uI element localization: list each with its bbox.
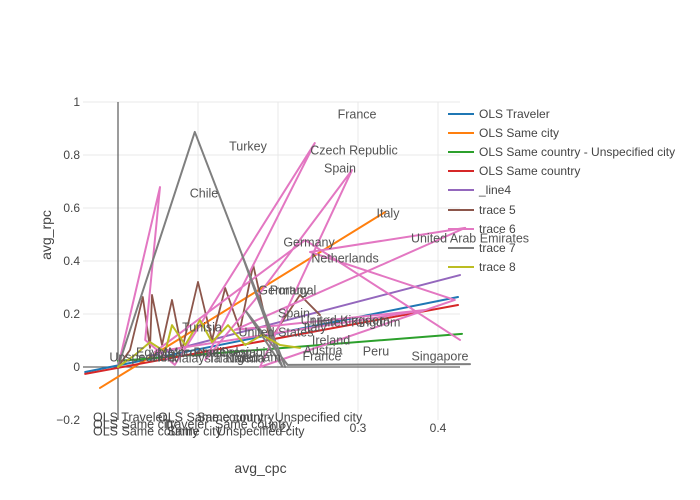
x-tick-label: 0.3 — [350, 421, 367, 435]
country-label: Indonesia — [202, 345, 256, 359]
country-label: Italy — [304, 320, 328, 334]
country-label: Vietnam — [235, 350, 281, 364]
legend-item-ols-same-city[interactable]: OLS Same city — [448, 123, 675, 142]
country-label: Turkey — [229, 139, 267, 153]
country-label: Thailand — [208, 351, 256, 365]
y-tick-label: 0.8 — [63, 148, 80, 162]
country-label: United Arab Emirates — [411, 231, 529, 245]
y-tick-label: 0.6 — [63, 201, 80, 215]
axis-overlap-label: Traveler — [163, 417, 208, 431]
country-label: Colombia — [220, 345, 273, 359]
legend-line-swatch — [448, 112, 474, 115]
country-label: Unspecified — [109, 350, 174, 364]
country-label: Malaysia — [171, 351, 220, 365]
legend-item-trace-8[interactable]: trace 8 — [448, 258, 675, 277]
y-tick-label: 1 — [73, 95, 80, 109]
country-label: Singapore — [412, 349, 469, 363]
legend-label: trace 6 — [479, 221, 516, 236]
country-label: Egypt — [136, 345, 168, 359]
legend-item-trace-7[interactable]: trace 7 — [448, 238, 675, 257]
country-label: United Kingdom — [301, 313, 390, 327]
country-label: Germany — [258, 283, 310, 297]
legend-label: OLS Same country - Unspecified city — [479, 144, 676, 159]
legend-line-swatch — [448, 266, 474, 269]
y-tick-label: 0.4 — [63, 254, 80, 268]
legend-label: OLS Traveler — [479, 106, 550, 121]
country-label: Spain — [278, 306, 310, 320]
axis-overlap-label: OLS Traveler — [93, 410, 167, 424]
axis-overlap-label: Same city — [167, 424, 223, 438]
country-label: Netherlands — [311, 251, 378, 265]
axis-overlap-label: OLS Same country - Unspecified city — [158, 410, 363, 424]
country-label: Ireland — [312, 333, 350, 347]
legend-line-swatch — [448, 246, 474, 249]
country-label: India — [149, 350, 176, 364]
x-tick-label: 0.2 — [270, 421, 287, 435]
y-axis-title: avg_rpc — [38, 210, 54, 260]
x-axis-title: avg_cpc — [234, 460, 287, 476]
y-tick-label: 0.2 — [63, 307, 80, 321]
country-label: Morocco — [168, 345, 216, 359]
country-label: France — [338, 107, 377, 121]
legend-item-trace-6[interactable]: trace 6 — [448, 219, 675, 238]
country-label: Tunisia — [182, 320, 222, 334]
legend-label: trace 5 — [479, 202, 516, 217]
legend-label: trace 8 — [479, 260, 516, 275]
country-label: Czech Republic — [310, 143, 398, 157]
legend-label: _line4 — [479, 183, 512, 198]
legend-label: trace 7 — [479, 240, 516, 255]
legend-item-ols-traveler[interactable]: OLS Traveler — [448, 104, 675, 123]
legend-item-trace-5[interactable]: trace 5 — [448, 200, 675, 219]
country-label: Nigeria — [225, 351, 265, 365]
y-tick-label: 0 — [73, 360, 80, 374]
country-label: Brazil — [193, 345, 224, 359]
country-label: Spain — [324, 161, 356, 175]
plot-area[interactable] — [83, 102, 460, 420]
country-label: France — [303, 349, 342, 363]
trace-trace-8 — [117, 319, 301, 368]
legend-label: OLS Same city — [479, 125, 560, 140]
legend-item-ols-same-country-unspecified-city[interactable]: OLS Same country - Unspecified city — [448, 142, 675, 161]
country-label: Portugal — [270, 283, 317, 297]
country-label: Mexico — [157, 345, 197, 359]
legend-item--line4[interactable]: _line4 — [448, 181, 675, 200]
country-label: Italy — [377, 206, 401, 220]
trace-trace-6 — [117, 142, 467, 368]
country-label: Austria — [304, 343, 343, 357]
legend-line-swatch — [448, 227, 474, 230]
country-label: United Kingdom — [312, 315, 401, 329]
legend-line-swatch — [448, 170, 474, 173]
legend-line-swatch — [448, 189, 474, 192]
country-label: United States — [238, 325, 313, 339]
legend-item-ols-same-country[interactable]: OLS Same country — [448, 162, 675, 181]
x-tick-label: 0.4 — [430, 421, 447, 435]
axis-overlap-label: OLS Same country — [93, 424, 199, 438]
legend: OLS Traveler OLS Same city OLS Same countr… — [448, 104, 675, 277]
axis-overlap-label: Unspecified city — [217, 424, 305, 438]
country-label: Germany — [283, 235, 335, 249]
legend-line-swatch — [448, 208, 474, 211]
legend-line-swatch — [448, 131, 474, 134]
legend-label: OLS Same country — [479, 164, 581, 179]
legend-line-swatch — [448, 150, 474, 153]
y-tick-label: −0.2 — [56, 413, 80, 427]
trace-trace-7 — [117, 130, 471, 368]
country-label: Peru — [363, 344, 389, 358]
axis-overlap-label: OLS Same city — [93, 417, 177, 431]
trace--line4 — [149, 274, 461, 357]
axis-overlap-label: Same country — [215, 417, 293, 431]
country-label: Chile — [190, 186, 219, 200]
axis-overlap-label: Same country — [197, 410, 275, 424]
